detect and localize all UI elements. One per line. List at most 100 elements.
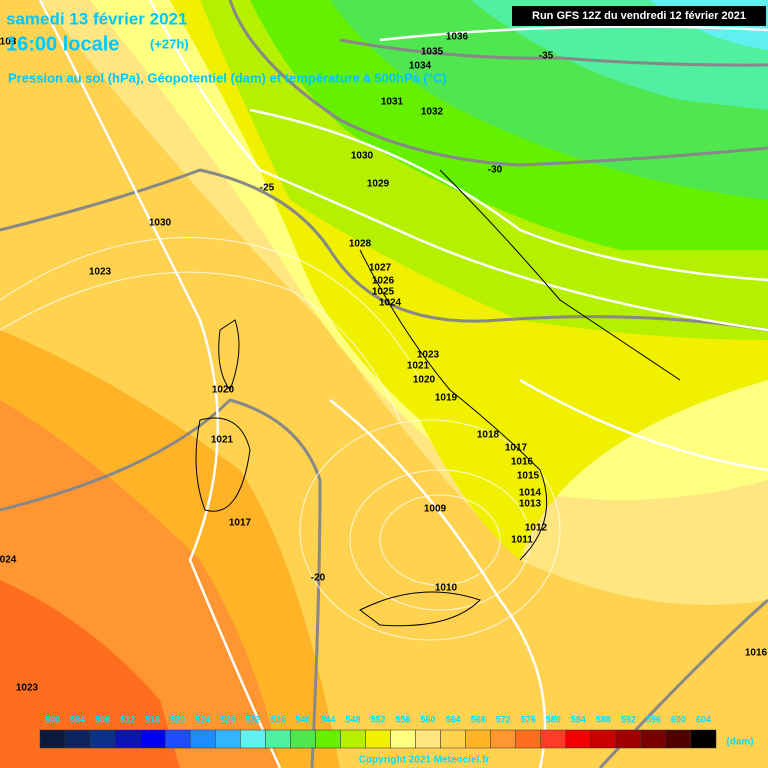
legend-value: 604 [696, 714, 711, 724]
time: 16:00 locale [6, 33, 119, 55]
isotherm [339, 38, 768, 67]
isobar-label: 1030 [351, 151, 374, 162]
isobar-label: 1013 [519, 499, 542, 510]
coastlines [195, 169, 681, 627]
legend-value: 576 [521, 714, 536, 724]
legend-unit: (dam) [726, 737, 753, 748]
legend-value: 580 [546, 714, 561, 724]
corsica [218, 319, 240, 392]
subtitle: Pression au sol (hPa), Géopotentiel (dam… [8, 70, 447, 85]
legend-value: 532 [245, 714, 260, 724]
isobar [0, 237, 421, 381]
date: samedi 13 février 2021 [6, 9, 187, 28]
isobar-label: 1016 [745, 648, 768, 659]
legend-value: 512 [120, 714, 135, 724]
isobar-label: 1026 [372, 276, 395, 287]
run-info: Run GFS 12Z du vendredi 12 février 2021 [532, 10, 746, 22]
legend-value: 564 [446, 714, 461, 724]
isobar-label: 103 [0, 37, 17, 48]
isobar-label: 1031 [381, 97, 404, 108]
isobar-label: 1027 [369, 263, 392, 274]
legend-value: 560 [421, 714, 436, 724]
legend-value: 556 [396, 714, 411, 724]
isobar-label: 1016 [511, 457, 534, 468]
legend-swatch [89, 729, 116, 749]
temperature-label: -25 [260, 183, 275, 194]
isobar-label: 1017 [229, 518, 252, 529]
isobar-label: 024 [0, 555, 17, 566]
isobar-label: 1021 [211, 435, 234, 446]
legend-value: 520 [170, 714, 185, 724]
legend-swatch [340, 729, 366, 749]
isotherm [228, 0, 768, 167]
legend-value: 600 [671, 714, 686, 724]
copyright: Copyright 2021 Meteociel.fr [359, 755, 490, 766]
legend-swatch [440, 729, 466, 749]
legend-value: 588 [596, 714, 611, 724]
legend-swatch [139, 729, 166, 749]
isobar-label: 1020 [413, 375, 436, 386]
isobar-label: 1019 [435, 393, 458, 404]
legend-value: 572 [496, 714, 511, 724]
balkans [439, 169, 681, 381]
legend-swatch [565, 729, 592, 749]
contour [379, 25, 768, 42]
legend-value: 544 [320, 714, 335, 724]
legend-value: 548 [345, 714, 360, 724]
contour [38, 0, 282, 768]
legend: 500 504 508 512 516 520 524 528 532 536 540 544 548 5… [39, 714, 717, 749]
legend-value: 552 [370, 714, 385, 724]
legend-swatch [215, 729, 241, 749]
legend-swatch [189, 729, 216, 749]
sardinia [195, 417, 251, 512]
isobar-label: 1023 [16, 683, 39, 694]
legend-value: 516 [145, 714, 160, 724]
legend-swatch [315, 729, 341, 749]
legend-swatch [265, 729, 291, 749]
legend-value: 536 [270, 714, 285, 724]
contour [329, 399, 547, 768]
isobar [379, 494, 501, 586]
legend-value: 500 [45, 714, 60, 724]
legend-value: 584 [571, 714, 586, 724]
legend-swatch [164, 729, 191, 749]
temperature-label: -30 [488, 165, 503, 176]
temperature-label: -20 [311, 573, 326, 584]
isobar-label: 1009 [424, 504, 447, 515]
legend-value: 540 [295, 714, 310, 724]
legend-swatch [615, 729, 642, 749]
isobar-label: 1035 [421, 47, 444, 58]
isobar-label: 1010 [435, 583, 458, 594]
legend-value: 568 [471, 714, 486, 724]
temperature-label: -35 [539, 51, 554, 62]
legend-swatch [39, 729, 66, 749]
sicily [359, 591, 481, 627]
isotherm [0, 398, 322, 768]
isobar [0, 271, 401, 421]
legend-swatch [415, 729, 441, 749]
isobar-label: 1021 [407, 361, 430, 372]
lead-time: (+27h) [150, 36, 189, 51]
isobar [299, 419, 561, 641]
legend-value: 596 [646, 714, 661, 724]
band-576 [0, 580, 180, 768]
isobar-label: 1023 [89, 267, 112, 278]
isobar-label: 1012 [525, 523, 548, 534]
contour [148, 0, 768, 332]
legend-swatch [365, 729, 391, 749]
isobar-label: 1020 [212, 385, 235, 396]
legend-swatch [540, 729, 567, 749]
legend-swatch [640, 729, 667, 749]
isobars [0, 237, 561, 641]
legend-value: 524 [195, 714, 210, 724]
geopotential-lines [38, 0, 768, 768]
legend-swatch [665, 729, 692, 749]
legend-value: 528 [220, 714, 235, 724]
contour [249, 108, 768, 282]
isobar-label: 1023 [417, 350, 440, 361]
run-box [512, 6, 766, 26]
legend-swatch [465, 729, 491, 749]
legend-swatch [490, 729, 516, 749]
contour [519, 378, 768, 472]
